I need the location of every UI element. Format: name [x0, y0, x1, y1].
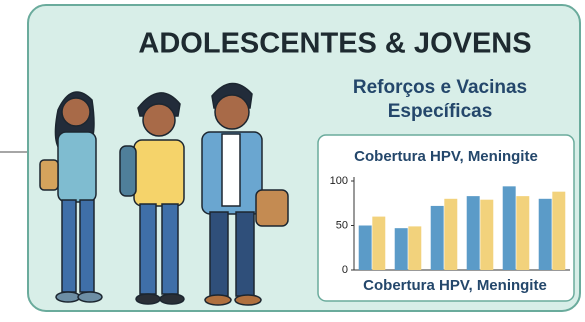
- y-tick-label: 100: [330, 175, 348, 187]
- bar: [552, 192, 565, 270]
- y-tick-label: 50: [336, 219, 348, 231]
- bar: [408, 226, 421, 270]
- bar: [480, 200, 493, 270]
- x-axis-label: Cobertura HPV, Meningite: [363, 277, 547, 294]
- bar: [467, 196, 480, 270]
- bar: [359, 226, 372, 271]
- infographic: ADOLESCENTES & JOVENS Reforços e Vacinas…: [0, 0, 585, 317]
- bar: [431, 206, 444, 270]
- bar: [516, 196, 529, 270]
- y-tick-label: 0: [342, 264, 348, 276]
- bar: [444, 199, 457, 270]
- chart-title: Cobertura HPV, Meningite: [354, 148, 538, 165]
- bar: [539, 199, 552, 270]
- subtitle-line: Reforços e Vacinas: [353, 77, 527, 98]
- bar: [372, 217, 385, 270]
- subtitle-line: Específicas: [388, 101, 493, 122]
- title: ADOLESCENTES & JOVENS: [138, 28, 531, 60]
- bar: [395, 228, 408, 270]
- bar: [503, 186, 516, 270]
